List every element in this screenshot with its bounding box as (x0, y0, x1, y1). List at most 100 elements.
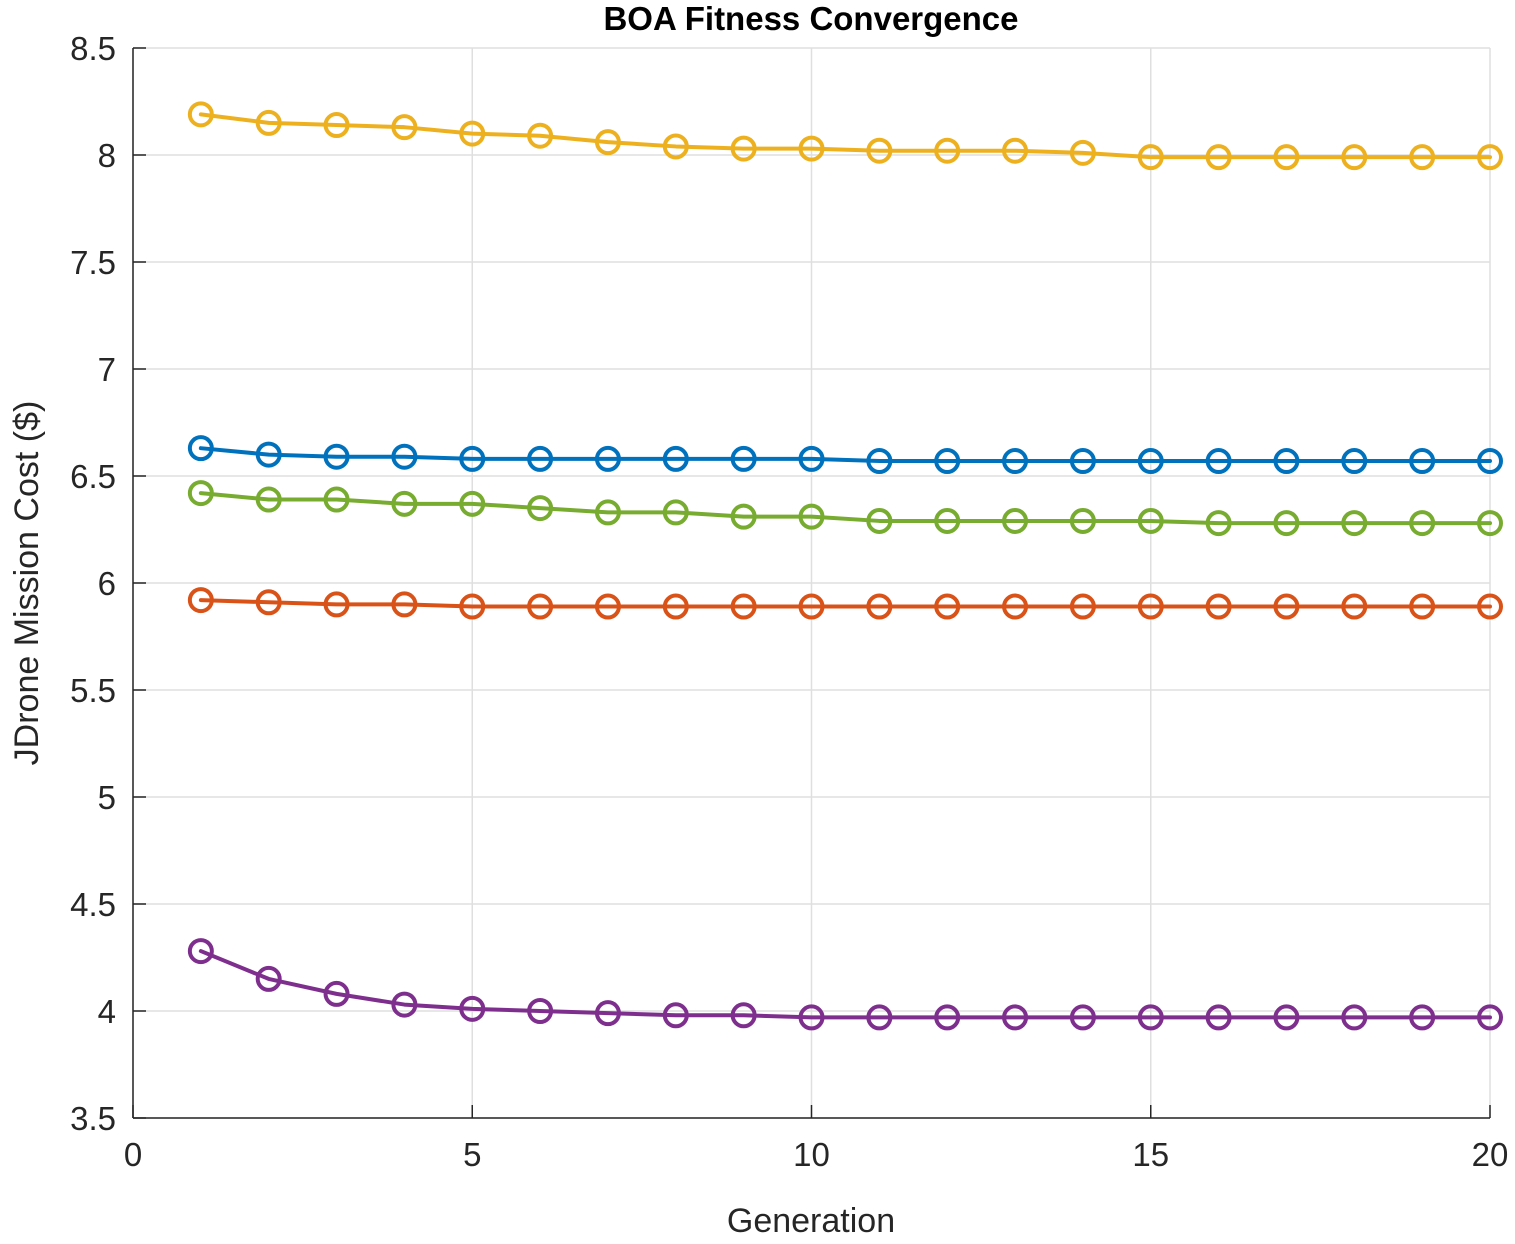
data-point (1205, 593, 1232, 620)
data-point (1409, 510, 1436, 537)
data-point (1069, 448, 1096, 475)
data-point (798, 503, 825, 530)
data-point (1273, 144, 1300, 171)
data-point (323, 980, 350, 1007)
data-point (1137, 448, 1164, 475)
data-point (594, 499, 621, 526)
x-tick-label: 15 (1132, 1136, 1169, 1173)
x-tick-label: 20 (1472, 1136, 1509, 1173)
data-point (459, 593, 486, 620)
data-point (866, 507, 893, 534)
data-point (1205, 144, 1232, 171)
data-point (1137, 507, 1164, 534)
data-point (1341, 510, 1368, 537)
data-point (934, 137, 961, 164)
data-point (662, 499, 689, 526)
data-point (730, 1002, 757, 1029)
x-axis-label: Generation (727, 1202, 895, 1239)
data-point (866, 593, 893, 620)
y-tick-label: 6.5 (70, 458, 116, 495)
grid (132, 47, 1491, 1119)
data-point (866, 137, 893, 164)
data-point (798, 135, 825, 162)
data-point (527, 593, 554, 620)
x-tick-label: 10 (793, 1136, 830, 1173)
data-point (187, 587, 214, 614)
data-point (662, 1002, 689, 1029)
data-point (323, 443, 350, 470)
data-point (1002, 593, 1029, 620)
series-4 (187, 938, 1503, 1031)
data-point (1477, 593, 1503, 620)
data-point (459, 995, 486, 1022)
data-point (527, 998, 554, 1024)
y-tick-label: 3.5 (70, 1100, 116, 1137)
series-3 (187, 101, 1503, 171)
data-point (730, 593, 757, 620)
data-point (662, 445, 689, 472)
data-point (594, 129, 621, 156)
y-tick-label: 4.5 (70, 886, 116, 923)
data-point (798, 1004, 825, 1031)
data-point (1069, 139, 1096, 166)
data-point (1002, 448, 1029, 475)
data-point (187, 938, 214, 965)
x-tick-label: 0 (124, 1136, 142, 1173)
data-point (187, 480, 214, 507)
series-1 (187, 435, 1503, 475)
y-tick-label: 5 (98, 779, 116, 816)
data-point (527, 495, 554, 522)
data-point (730, 503, 757, 530)
y-tick-label: 8.5 (70, 30, 116, 67)
data-point (866, 1004, 893, 1031)
data-point (1341, 593, 1368, 620)
data-point (662, 593, 689, 620)
data-point (1069, 593, 1096, 620)
data-point (1137, 144, 1164, 171)
data-point (255, 589, 282, 616)
data-point (1273, 448, 1300, 475)
y-axis-label: JDrone Mission Cost ($) (8, 401, 46, 766)
data-point (594, 1000, 621, 1027)
data-point (934, 593, 961, 620)
data-point (255, 441, 282, 468)
data-point (391, 591, 418, 618)
data-point (934, 507, 961, 534)
data-point (323, 591, 350, 618)
data-point (1205, 510, 1232, 537)
data-point (1273, 593, 1300, 620)
y-tick-label: 5.5 (70, 672, 116, 709)
chart-title: BOA Fitness Convergence (603, 0, 1018, 37)
data-point (1069, 1004, 1096, 1031)
data-point (255, 486, 282, 513)
data-point (1409, 1004, 1436, 1031)
data-point (1341, 448, 1368, 475)
data-point (866, 448, 893, 475)
data-point (255, 965, 282, 992)
data-point (1409, 448, 1436, 475)
y-tick-label: 8 (98, 137, 116, 174)
data-point (594, 445, 621, 472)
data-point (187, 435, 214, 462)
data-point (459, 120, 486, 147)
data-point (391, 490, 418, 517)
data-point (662, 133, 689, 160)
data-point (1002, 1004, 1029, 1031)
data-point (391, 443, 418, 470)
data-point (323, 112, 350, 139)
data-point (1273, 510, 1300, 537)
y-tick-label: 7.5 (70, 244, 116, 281)
data-point (730, 445, 757, 472)
series-5 (187, 480, 1503, 537)
data-point (1477, 1004, 1503, 1031)
x-tick-label: 5 (463, 1136, 481, 1173)
data-point (1409, 144, 1436, 171)
y-tick-label: 6 (98, 565, 116, 602)
data-point (1002, 507, 1029, 534)
data-point (1477, 448, 1503, 475)
data-point (527, 122, 554, 149)
data-point (1137, 1004, 1164, 1031)
data-point (798, 445, 825, 472)
data-point (1205, 448, 1232, 475)
